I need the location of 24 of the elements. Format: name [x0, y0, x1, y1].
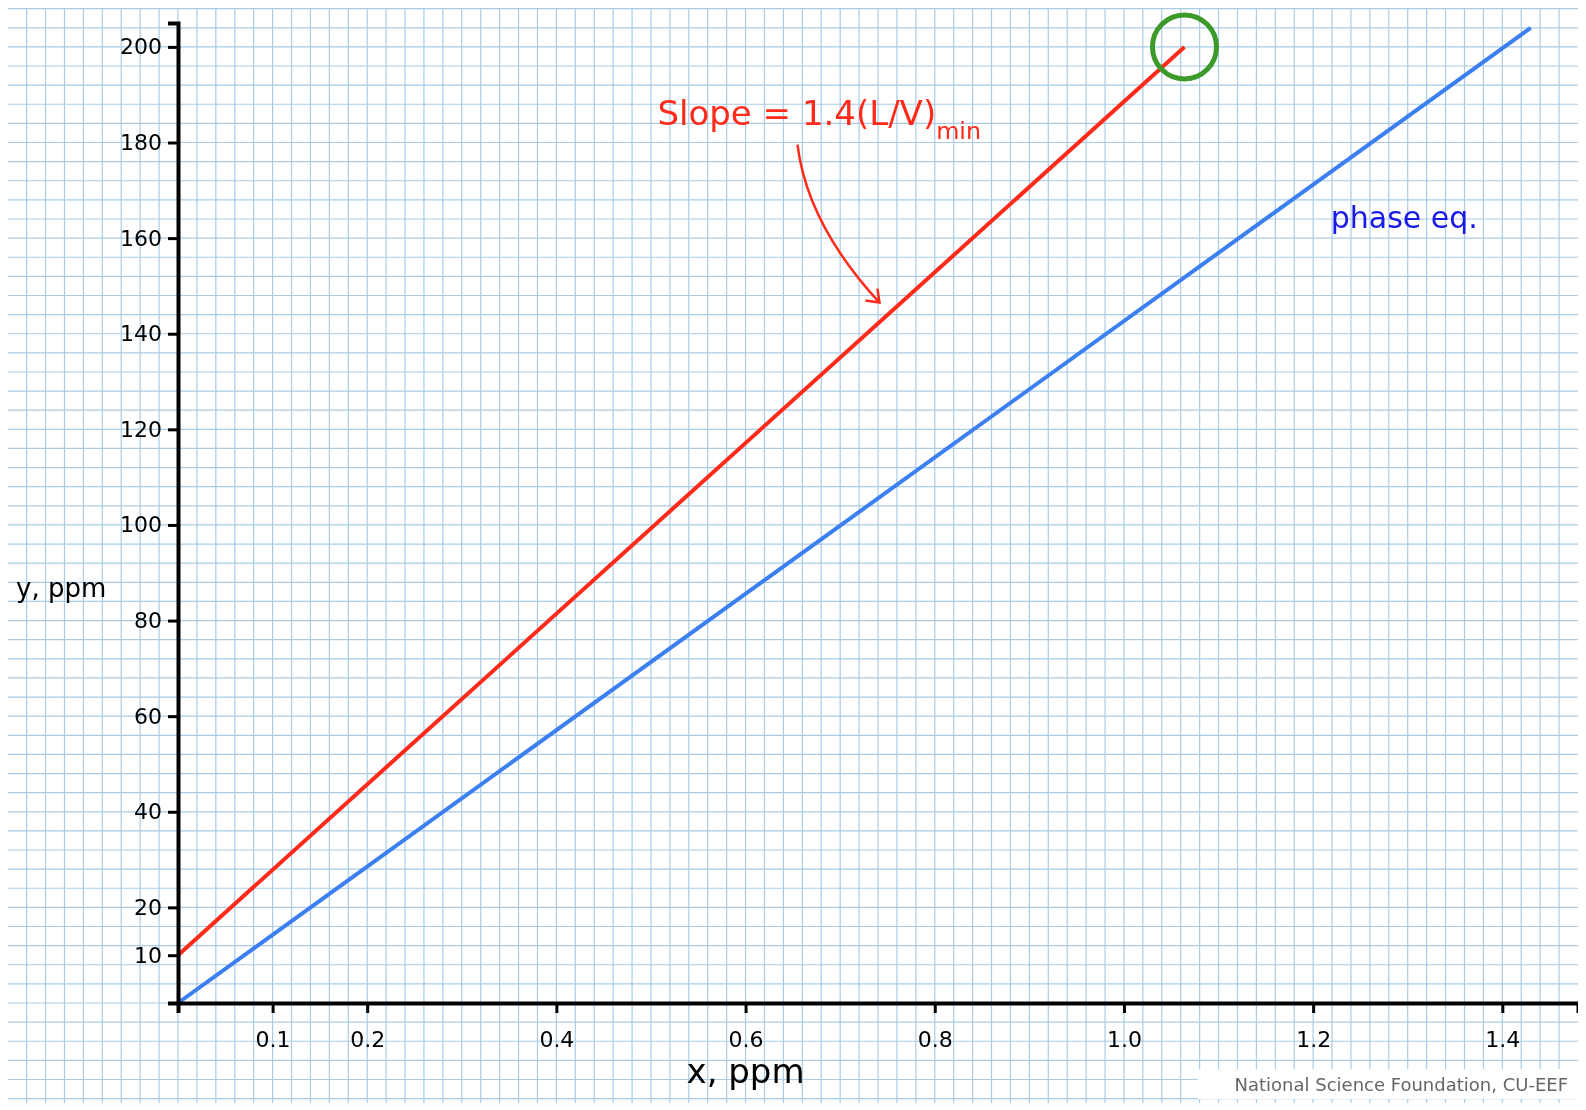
- y-axis-title: y, ppm: [16, 572, 107, 603]
- y-tick-label: 160: [120, 225, 162, 251]
- x-tick-label: 0.1: [255, 1026, 291, 1052]
- y-tick-label: 80: [134, 608, 162, 634]
- x-tick-label: 0.4: [539, 1026, 575, 1052]
- x-tick-label: 1.0: [1106, 1026, 1142, 1052]
- y-tick-label: 100: [120, 512, 162, 538]
- y-tick-label: 180: [120, 130, 162, 156]
- x-tick-label: 0.8: [917, 1026, 953, 1052]
- y-tick-label: 40: [134, 799, 162, 825]
- x-tick-label: 1.2: [1296, 1026, 1332, 1052]
- x-axis-title: x, ppm: [686, 1051, 805, 1091]
- annotation: Slope = 1.4(L/V)$_{min}$: [657, 92, 982, 145]
- series-label: phase eq.: [1330, 199, 1478, 235]
- y-tick-label: 200: [120, 34, 162, 60]
- text: National Science Foundation, CU-EEF: [1234, 1074, 1568, 1095]
- x-tick-label: 1.4: [1485, 1026, 1521, 1052]
- y-tick-label: 140: [120, 321, 162, 347]
- y-tick-label: 20: [134, 894, 162, 920]
- x-tick-label: 0.2: [350, 1026, 386, 1052]
- x-tick-label: 0.6: [728, 1026, 764, 1052]
- y-tick-label: 120: [120, 416, 162, 442]
- y-tick-label: 10: [134, 942, 162, 968]
- y-tick-label: 60: [134, 703, 162, 729]
